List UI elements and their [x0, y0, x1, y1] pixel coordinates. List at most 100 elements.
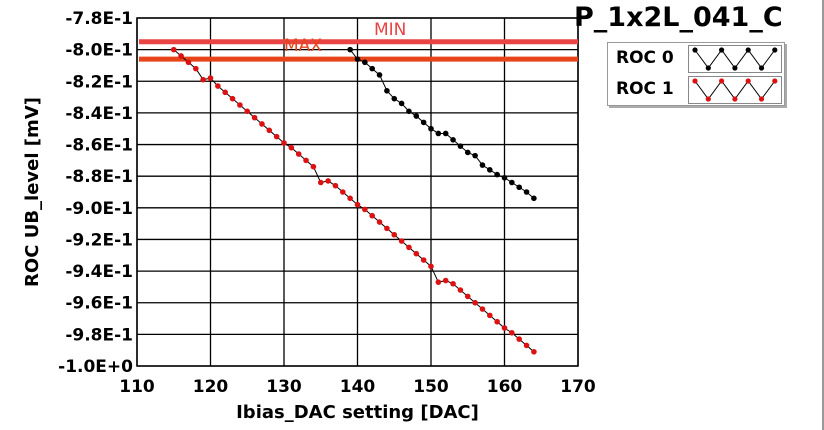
data-point: [442, 277, 449, 284]
legend-marker: [719, 47, 725, 53]
data-point: [420, 119, 427, 126]
data-point: [420, 257, 427, 263]
legend: ROC 0 ROC 1: [607, 42, 785, 106]
legend-item-roc0: ROC 0: [608, 43, 784, 74]
data-point: [391, 95, 398, 102]
y-tick-label: -9.6E-1: [65, 294, 133, 314]
data-point: [193, 65, 199, 72]
data-point: [251, 114, 258, 121]
data-point: [340, 189, 346, 195]
data-point: [450, 137, 456, 143]
y-tick-label: -8.4E-1: [65, 104, 133, 124]
data-point: [215, 83, 221, 89]
data-point: [464, 293, 471, 300]
x-tick-label: 130: [266, 377, 302, 397]
data-point: [435, 130, 442, 137]
data-point: [362, 206, 368, 213]
data-point: [178, 53, 184, 59]
data-point: [487, 312, 493, 319]
legend-label: ROC 0: [616, 48, 674, 68]
limit-label-max: MAX: [284, 36, 322, 56]
y-tick-label: -9.2E-1: [65, 230, 133, 250]
y-tick-label: -8.8E-1: [65, 167, 133, 187]
y-tick-label: -8.6E-1: [65, 136, 133, 156]
data-point: [384, 87, 390, 94]
data-point: [310, 163, 317, 170]
legend-line: [694, 49, 776, 69]
data-point: [185, 59, 192, 66]
legend-marker: [732, 65, 738, 71]
data-point: [494, 318, 500, 325]
legend-marker: [719, 78, 725, 84]
legend-marker: [732, 96, 738, 102]
data-point: [391, 231, 398, 238]
data-point: [494, 171, 500, 178]
data-point: [354, 56, 361, 62]
data-point: [509, 179, 515, 186]
y-tick-label: -7.8E-1: [65, 9, 133, 29]
data-point: [398, 238, 405, 244]
data-point: [207, 75, 214, 81]
data-point: [472, 152, 478, 159]
series-roc0: [347, 46, 537, 202]
y-tick-label: -9.0E-1: [65, 199, 133, 219]
data-point: [501, 174, 508, 181]
legend-marker: [692, 78, 698, 84]
data-point: [281, 140, 287, 146]
limit-label-min: MIN: [374, 20, 406, 40]
legend-swatch-roc0: [688, 45, 782, 73]
data-point: [266, 127, 273, 134]
data-point: [347, 195, 353, 202]
data-point: [457, 287, 464, 293]
x-tick-label: 110: [119, 377, 155, 397]
data-point: [487, 167, 493, 173]
x-tick-label: 120: [193, 377, 229, 397]
data-point: [501, 325, 508, 331]
data-point: [222, 89, 228, 96]
data-point: [325, 178, 331, 184]
legend-marker: [745, 47, 751, 53]
x-tick-label: 140: [340, 377, 376, 397]
y-tick-label: -8.2E-1: [65, 72, 133, 92]
x-tick-label: 150: [413, 377, 449, 397]
data-point: [376, 219, 383, 225]
chart-title: P_1x2L_041_C: [574, 2, 783, 33]
x-axis-label: Ibias_DAC setting [DAC]: [236, 402, 479, 423]
data-point: [457, 143, 464, 149]
data-point: [303, 157, 309, 164]
legend-swatch-roc1: [688, 76, 782, 104]
data-point: [413, 113, 420, 119]
legend-label: ROC 1: [616, 79, 674, 99]
data-point: [369, 212, 376, 219]
data-point: [464, 149, 471, 156]
data-point: [237, 102, 243, 108]
legend-marker: [758, 65, 765, 71]
data-point: [479, 162, 486, 168]
data-point: [200, 76, 206, 83]
legend-line: [694, 80, 776, 100]
legend-marker: [772, 78, 778, 84]
x-tick-label: 170: [560, 377, 596, 397]
data-point: [362, 59, 368, 66]
y-tick-label: -1.0E+0: [58, 357, 133, 377]
data-point: [509, 329, 515, 336]
data-point: [398, 100, 405, 107]
data-point: [479, 306, 486, 312]
y-tick-label: -9.8E-1: [65, 325, 133, 345]
data-point: [413, 250, 420, 257]
data-point: [406, 244, 412, 251]
data-point: [259, 121, 265, 127]
y-tick-label: -8.0E-1: [65, 41, 133, 61]
legend-marker: [745, 78, 751, 84]
legend-item-roc1: ROC 1: [608, 74, 784, 105]
legend-marker: [772, 47, 778, 53]
data-point: [516, 184, 522, 191]
data-point: [472, 299, 478, 306]
data-point: [317, 179, 324, 186]
data-point: [516, 336, 522, 342]
data-point: [435, 279, 442, 285]
data-point: [406, 108, 412, 115]
data-point: [523, 342, 530, 349]
